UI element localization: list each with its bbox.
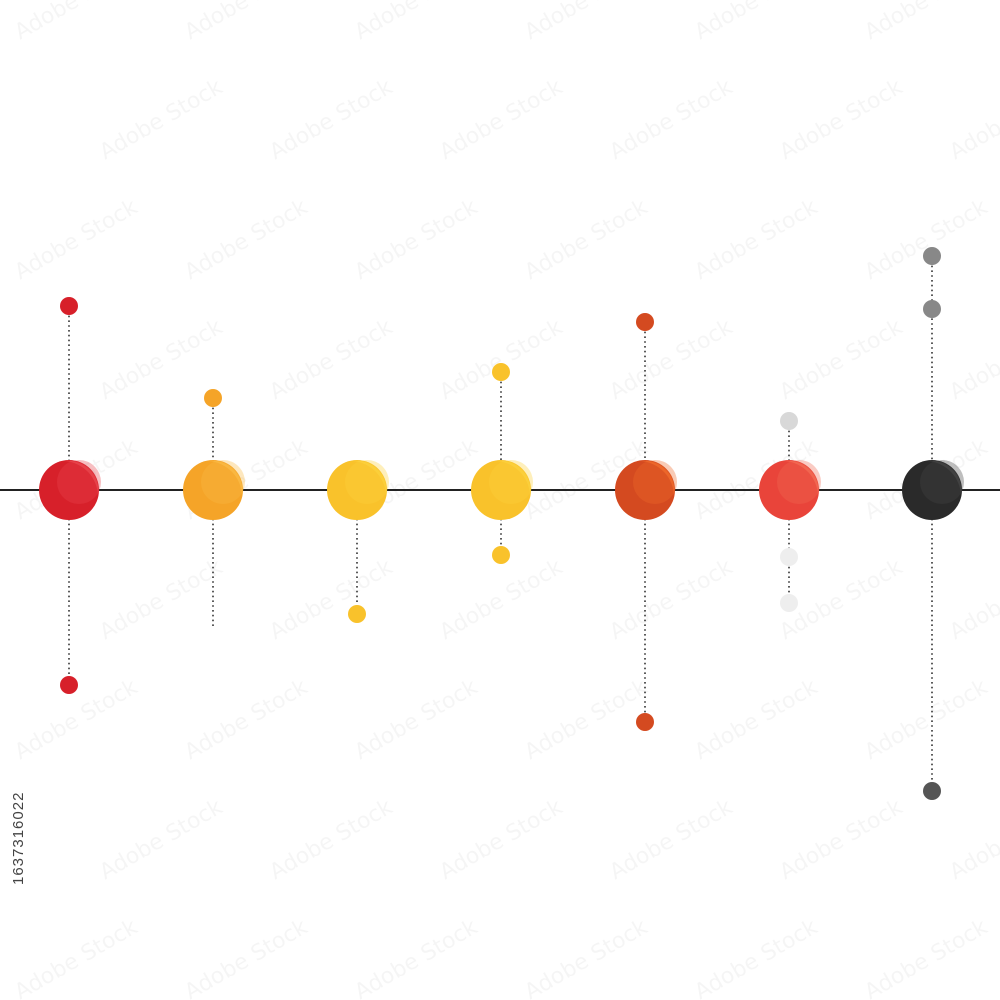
node-1-circle [39,460,99,520]
node-2 [183,389,245,626]
node-7-up-dot-2 [923,247,941,265]
node-4-inner-glow [489,460,533,504]
node-6-circle [759,460,819,520]
node-6-up-dot-1 [780,412,798,430]
node-5 [615,313,677,731]
node-4-down-dot-1 [492,546,510,564]
node-4-up-dot-1 [492,363,510,381]
node-6-down-dot-1 [780,548,798,566]
node-1 [39,297,101,694]
node-1-inner-glow [57,460,101,504]
node-7-down-dot-1 [923,782,941,800]
node-6-inner-glow [777,460,821,504]
node-3-inner-glow [345,460,389,504]
stock-id: 1637316022 [10,791,27,885]
node-2-up-dot-1 [204,389,222,407]
node-6 [759,412,821,612]
node-2-circle [183,460,243,520]
node-6-down-dot-2 [780,594,798,612]
node-1-down-dot-1 [60,676,78,694]
node-5-circle [615,460,675,520]
node-3-circle [327,460,387,520]
node-4-circle [471,460,531,520]
node-5-inner-glow [633,460,677,504]
node-2-inner-glow [201,460,245,504]
node-7 [902,247,964,800]
node-5-up-dot-1 [636,313,654,331]
node-4 [471,363,533,564]
node-7-up-dot-1 [923,300,941,318]
node-1-up-dot-1 [60,297,78,315]
node-3 [327,460,389,623]
node-7-inner-glow [920,460,964,504]
node-5-down-dot-1 [636,713,654,731]
node-3-down-dot-1 [348,605,366,623]
node-7-circle [902,460,962,520]
